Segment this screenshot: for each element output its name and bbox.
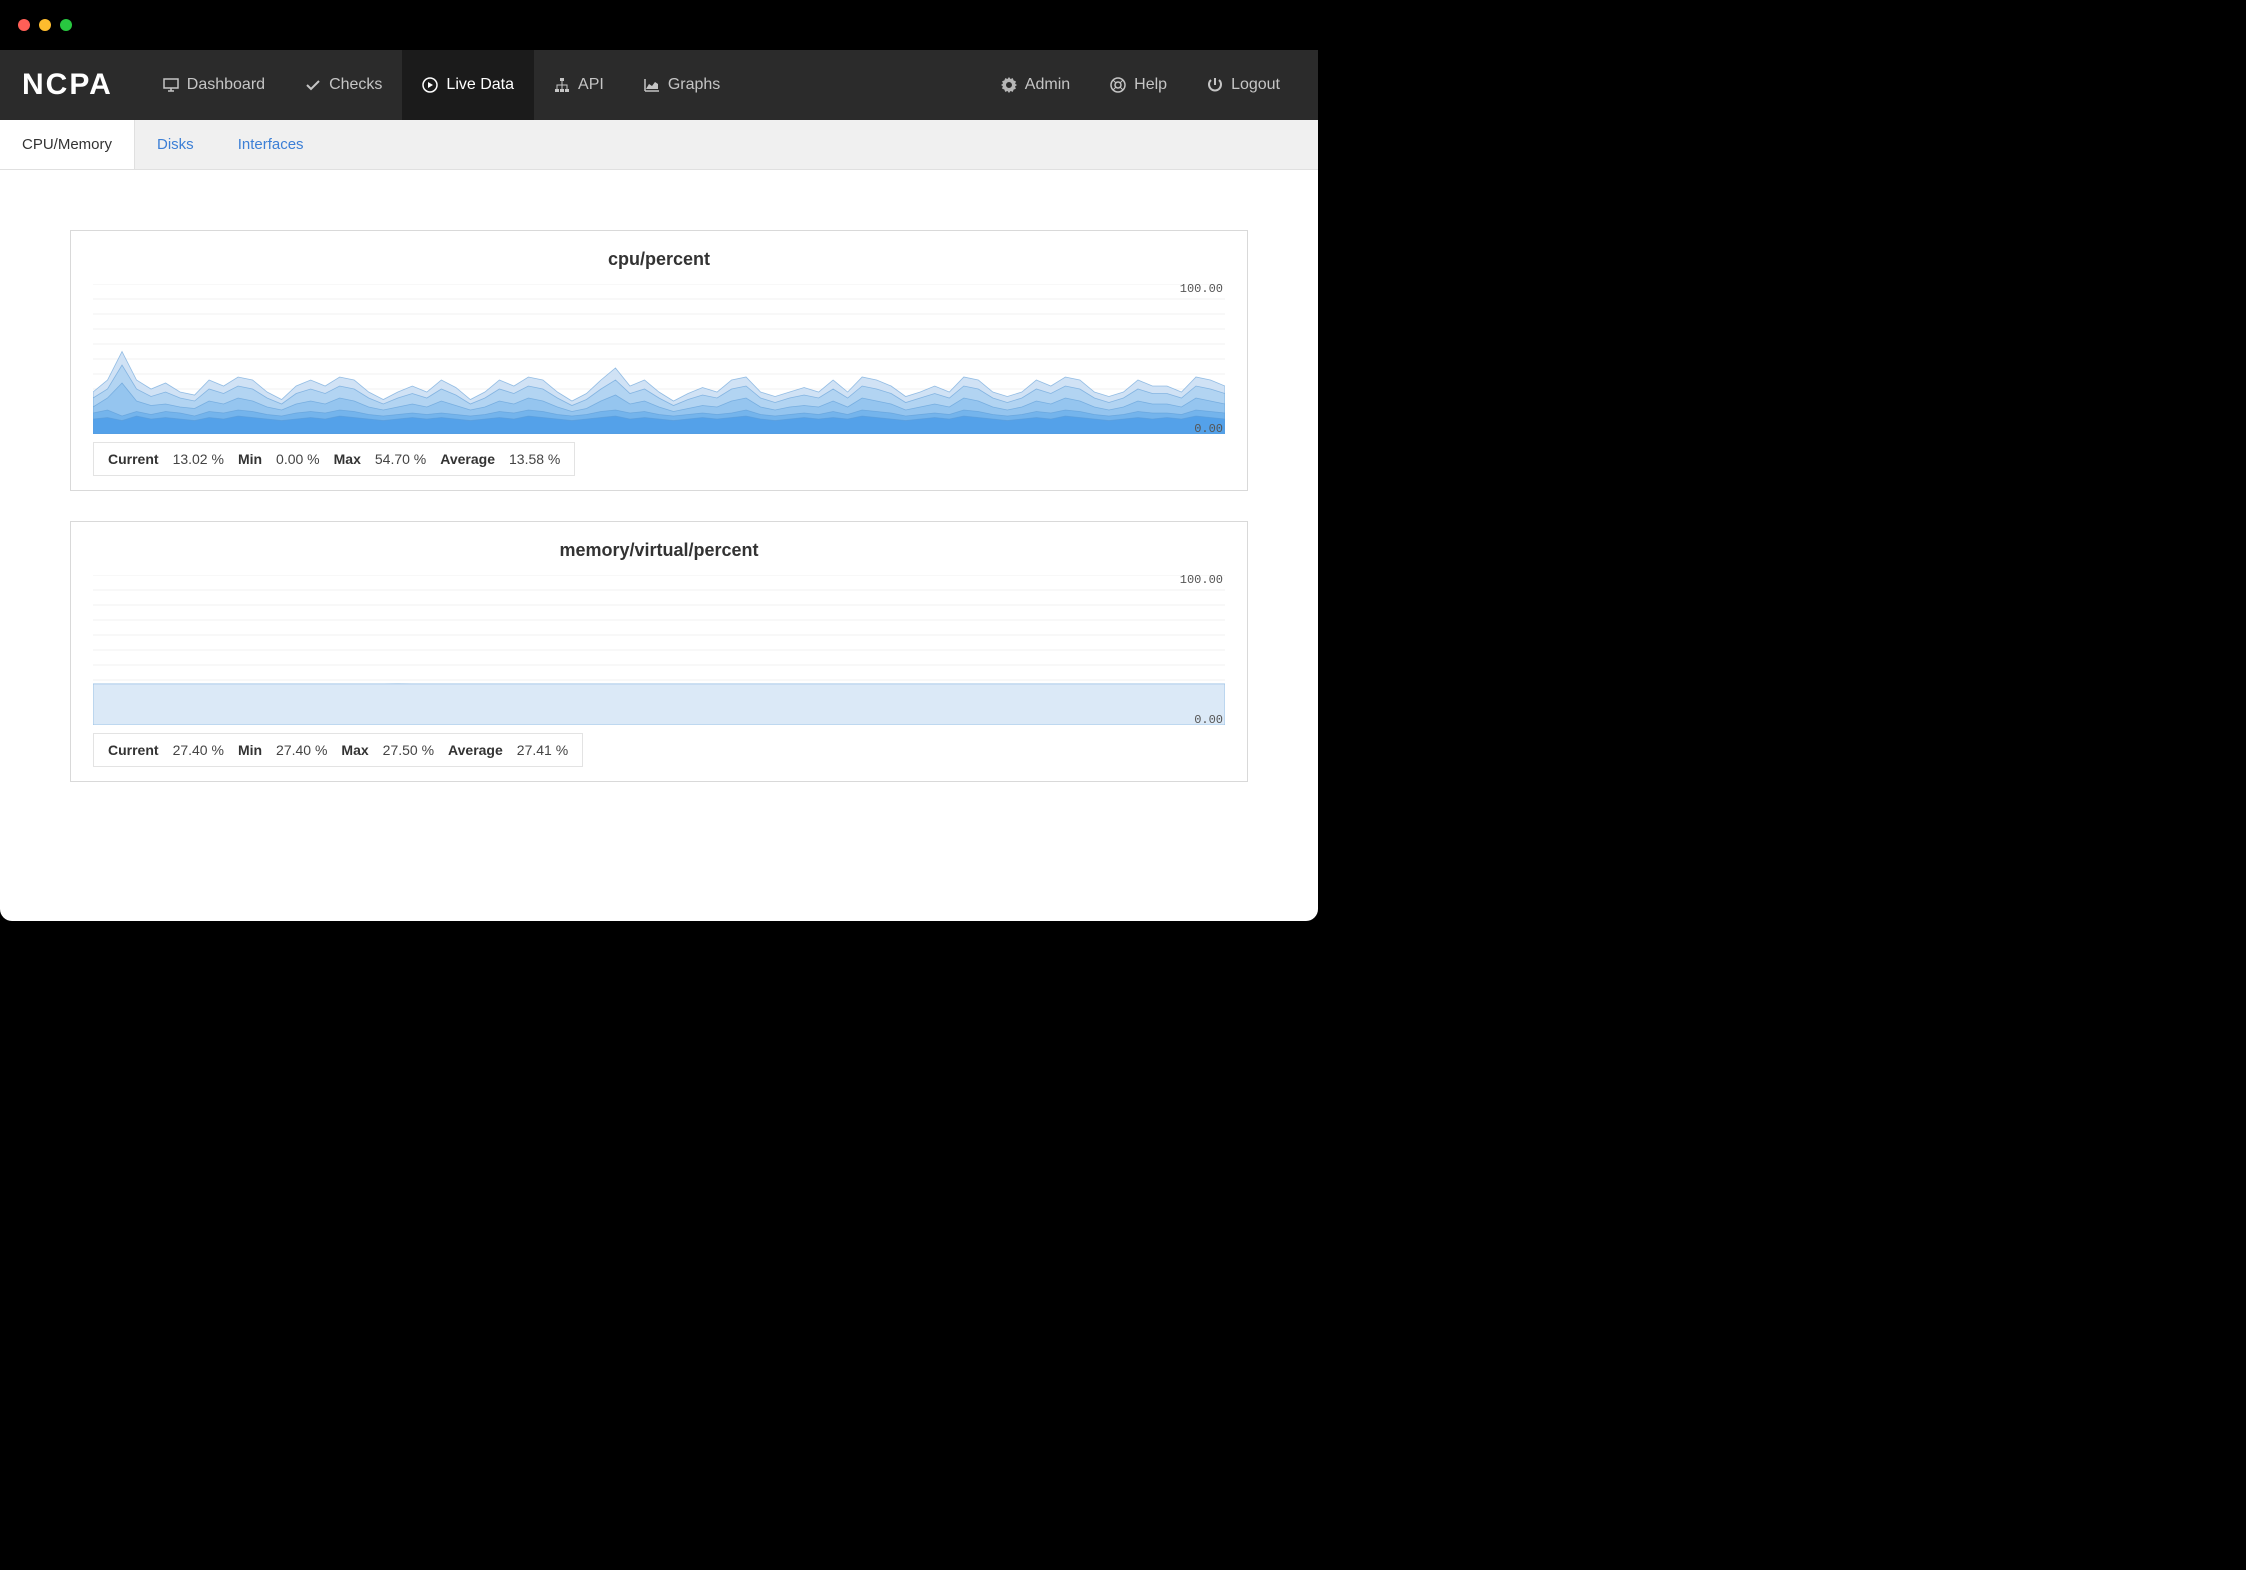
stat-value-max: 27.50 % (383, 742, 434, 758)
chart-panel-mem: memory/virtual/percent 100.000.00 Current 2… (70, 521, 1248, 782)
nav-label: Dashboard (187, 76, 265, 94)
nav-item-graphs[interactable]: Graphs (624, 50, 740, 120)
nav-item-checks[interactable]: Checks (285, 50, 402, 120)
nav-items-left: Dashboard Checks Live Data API Graphs (143, 50, 741, 120)
brand-logo: NCPA (22, 50, 143, 120)
nav-label: Graphs (668, 76, 720, 94)
check-icon (305, 77, 321, 93)
nav-items-right: Admin Help Logout (981, 50, 1300, 120)
nav-item-admin[interactable]: Admin (981, 50, 1090, 120)
titlebar (0, 0, 1318, 50)
area-chart-icon (644, 77, 660, 93)
nav-label: Logout (1231, 76, 1280, 94)
window-maximize-button[interactable] (60, 19, 72, 31)
nav-item-help[interactable]: Help (1090, 50, 1187, 120)
stat-label-avg: Average (448, 742, 503, 758)
stat-label-max: Max (334, 451, 361, 467)
tab-disks[interactable]: Disks (135, 120, 216, 169)
sub-tabs: CPU/MemoryDisksInterfaces (0, 120, 1318, 170)
stat-label-max: Max (341, 742, 368, 758)
sitemap-icon (554, 77, 570, 93)
tab-interfaces[interactable]: Interfaces (216, 120, 326, 169)
gear-icon (1001, 77, 1017, 93)
chart-panel-cpu: cpu/percent 100.000.00 Current 13.02 % Min 0.… (70, 230, 1248, 491)
nav-label: API (578, 76, 604, 94)
stat-value-current: 27.40 % (173, 742, 224, 758)
nav-item-dashboard[interactable]: Dashboard (143, 50, 285, 120)
stat-label-avg: Average (440, 451, 495, 467)
stat-value-avg: 27.41 % (517, 742, 568, 758)
chart-stats-mem: Current 27.40 % Min 27.40 % Max 27.50 % Averag… (93, 733, 583, 767)
content-area: cpu/percent 100.000.00 Current 13.02 % Min 0.… (0, 170, 1318, 921)
chart-title: memory/virtual/percent (93, 540, 1225, 561)
app-window: NCPA Dashboard Checks Live Data API Graphs A… (0, 0, 1318, 921)
life-ring-icon (1110, 77, 1126, 93)
nav-item-api[interactable]: API (534, 50, 624, 120)
chart-plot-cpu: 100.000.00 (93, 284, 1225, 434)
nav-item-live-data[interactable]: Live Data (402, 50, 534, 120)
stat-value-current: 13.02 % (173, 451, 224, 467)
stat-value-min: 0.00 % (276, 451, 320, 467)
nav-item-logout[interactable]: Logout (1187, 50, 1300, 120)
stat-value-min: 27.40 % (276, 742, 327, 758)
monitor-icon (163, 77, 179, 93)
stat-label-current: Current (108, 451, 159, 467)
tab-cpu-memory[interactable]: CPU/Memory (0, 120, 135, 169)
chart-stats-cpu: Current 13.02 % Min 0.00 % Max 54.70 % Average… (93, 442, 575, 476)
power-icon (1207, 77, 1223, 93)
stat-value-max: 54.70 % (375, 451, 426, 467)
window-close-button[interactable] (18, 19, 30, 31)
stat-label-current: Current (108, 742, 159, 758)
main-navbar: NCPA Dashboard Checks Live Data API Graphs A… (0, 50, 1318, 120)
nav-label: Admin (1025, 76, 1070, 94)
chart-title: cpu/percent (93, 249, 1225, 270)
window-minimize-button[interactable] (39, 19, 51, 31)
nav-label: Live Data (446, 76, 514, 94)
play-icon (422, 77, 438, 93)
nav-label: Help (1134, 76, 1167, 94)
stat-label-min: Min (238, 742, 262, 758)
stat-value-avg: 13.58 % (509, 451, 560, 467)
stat-label-min: Min (238, 451, 262, 467)
nav-label: Checks (329, 76, 382, 94)
chart-plot-mem: 100.000.00 (93, 575, 1225, 725)
